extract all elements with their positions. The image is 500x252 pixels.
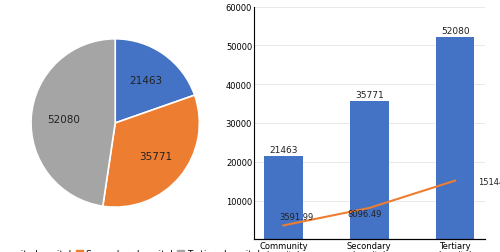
Text: 52080: 52080 (46, 115, 80, 125)
Text: 35771: 35771 (139, 152, 172, 162)
Legend: Community hospital, Secondary hospital, Tertiary hospital: Community hospital, Secondary hospital, … (0, 245, 264, 252)
Wedge shape (31, 40, 115, 206)
Text: 15144.43: 15144.43 (478, 178, 500, 187)
Text: 35771: 35771 (355, 90, 384, 99)
Wedge shape (115, 40, 194, 123)
Wedge shape (103, 96, 200, 207)
Bar (436, 38, 474, 239)
Text: 21463: 21463 (269, 146, 298, 154)
Text: 52080: 52080 (441, 27, 470, 36)
Bar (350, 101, 389, 239)
Text: 8096.49: 8096.49 (348, 209, 382, 218)
Bar (264, 156, 302, 239)
Text: 21463: 21463 (129, 76, 162, 86)
Text: 3591.99: 3591.99 (279, 212, 314, 221)
